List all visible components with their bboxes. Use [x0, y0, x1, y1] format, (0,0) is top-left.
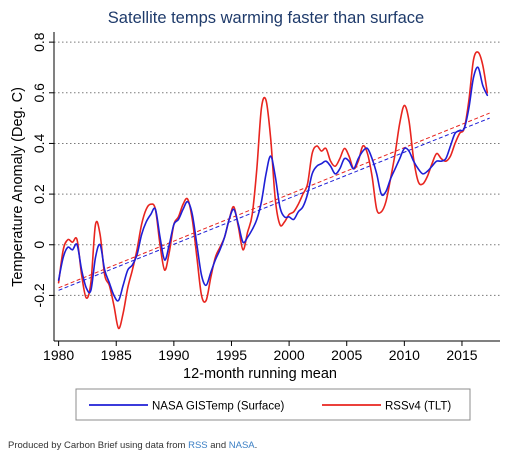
x-tick-label: 1990 [158, 347, 189, 363]
x-axis-label: 12-month running mean [183, 366, 337, 382]
x-tick-label: 1985 [101, 347, 132, 363]
legend-label-rss: RSSv4 (TLT) [385, 401, 451, 413]
x-tick-label: 1995 [216, 347, 247, 363]
x-tick-label: 2015 [446, 347, 477, 363]
y-tick-label: 0 [31, 241, 47, 249]
x-tick-label: 2010 [389, 347, 420, 363]
chart-title: Satellite temps warming faster than surf… [108, 9, 424, 27]
y-tick-label: 0.6 [31, 83, 47, 103]
legend: NASA GISTemp (Surface) RSSv4 (TLT) [75, 388, 471, 421]
y-axis-ticks: -0.2 0 0.2 0.4 0.6 0.8 [31, 32, 54, 307]
trend-line-nasa [58, 117, 490, 291]
series-lines [57, 51, 489, 330]
credit-prefix: Produced by Carbon Brief using data from [8, 440, 189, 451]
grid-lines [54, 41, 500, 296]
legend-label-nasa: NASA GISTemp (Surface) [152, 401, 284, 413]
y-tick-label: -0.2 [31, 283, 47, 307]
x-tick-label: 2000 [274, 347, 305, 363]
series-line-nasa [57, 66, 489, 302]
y-tick-label: 0.8 [31, 32, 47, 52]
credit-suffix: . [254, 440, 258, 451]
trend-line-rss [58, 112, 490, 289]
nasa-link[interactable]: NASA [228, 440, 255, 451]
y-axis-label: Temperature Anomaly (Deg. C) [10, 87, 26, 287]
x-tick-label: 2005 [331, 347, 362, 363]
credit-middle: and [207, 440, 229, 451]
credit-line: Produced by Carbon Brief using data from… [8, 440, 257, 451]
y-tick-label: 0.4 [31, 134, 47, 154]
x-axis-ticks: 1980 1985 1990 1995 2000 2005 2010 2015 [43, 341, 478, 363]
series-line-rss [57, 51, 489, 330]
y-tick-label: 0.2 [31, 184, 47, 204]
trend-lines [58, 112, 490, 291]
rss-link[interactable]: RSS [188, 440, 208, 451]
x-tick-label: 1980 [43, 347, 74, 363]
legend-box [75, 388, 471, 421]
